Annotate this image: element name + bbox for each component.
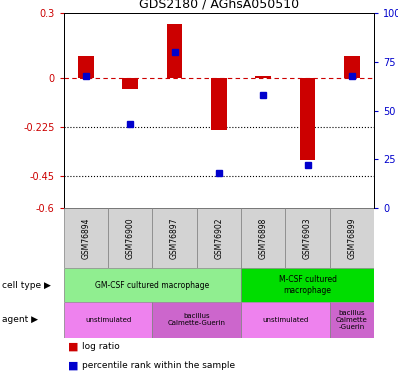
Bar: [285, 208, 330, 268]
Bar: [241, 268, 374, 302]
Bar: [197, 208, 241, 268]
Bar: [256, 76, 271, 78]
Text: GSM76898: GSM76898: [259, 217, 268, 259]
Text: percentile rank within the sample: percentile rank within the sample: [82, 361, 235, 370]
Bar: [167, 24, 182, 78]
Bar: [330, 302, 374, 338]
Bar: [300, 78, 315, 160]
Text: unstimulated: unstimulated: [262, 316, 308, 322]
Bar: [64, 268, 241, 302]
Bar: [108, 208, 152, 268]
Text: GSM76900: GSM76900: [126, 217, 135, 259]
Bar: [152, 302, 241, 338]
Text: bacillus
Calmette
-Guerin: bacillus Calmette -Guerin: [336, 310, 368, 330]
Text: ■: ■: [68, 342, 78, 352]
Text: GSM76902: GSM76902: [215, 217, 223, 259]
Text: cell type ▶: cell type ▶: [2, 280, 51, 290]
Text: agent ▶: agent ▶: [2, 315, 38, 324]
Text: GSM76899: GSM76899: [347, 217, 357, 259]
Bar: [330, 208, 374, 268]
Text: GSM76897: GSM76897: [170, 217, 179, 259]
Text: ■: ■: [68, 361, 78, 370]
Bar: [78, 57, 94, 78]
Text: unstimulated: unstimulated: [85, 316, 131, 322]
Bar: [344, 57, 360, 78]
Bar: [241, 302, 330, 338]
Title: GDS2180 / AGhsA050510: GDS2180 / AGhsA050510: [139, 0, 299, 10]
Bar: [64, 208, 108, 268]
Text: GM-CSF cultured macrophage: GM-CSF cultured macrophage: [95, 280, 209, 290]
Bar: [123, 78, 138, 89]
Text: bacillus
Calmette-Guerin: bacillus Calmette-Guerin: [168, 313, 226, 326]
Text: M-CSF cultured
macrophage: M-CSF cultured macrophage: [279, 275, 337, 295]
Text: log ratio: log ratio: [82, 342, 119, 351]
Bar: [211, 78, 227, 130]
Bar: [64, 302, 152, 338]
Bar: [152, 208, 197, 268]
Text: GSM76894: GSM76894: [81, 217, 90, 259]
Bar: [241, 208, 285, 268]
Text: GSM76903: GSM76903: [303, 217, 312, 259]
